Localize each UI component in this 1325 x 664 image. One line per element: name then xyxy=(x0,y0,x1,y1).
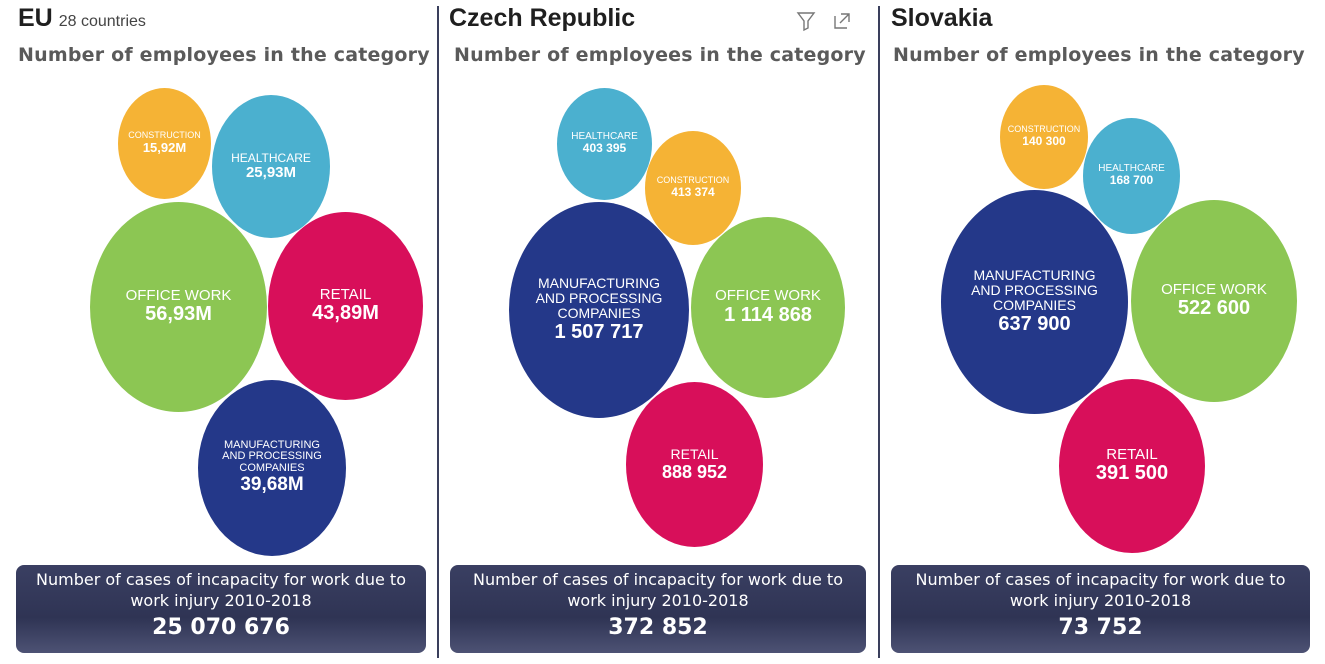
bubble-value: 1 507 717 xyxy=(554,320,644,343)
bubble-office-work[interactable]: OFFICE WORK 1 114 868 xyxy=(691,217,845,398)
panel-subtitle: Number of employees in the category xyxy=(893,44,1305,66)
bubble-label: CONSTRUCTION xyxy=(656,175,730,186)
injury-cases-label: Number of cases of incapacity for work d… xyxy=(473,570,843,610)
panel-toolbar xyxy=(795,10,853,32)
bubble-construction[interactable]: CONSTRUCTION 413 374 xyxy=(645,131,741,245)
bubble-value: 403 395 xyxy=(582,141,627,156)
bubble-manufacturing[interactable]: MANUFACTURING AND PROCESSING COMPANIES 3… xyxy=(198,380,346,556)
bubble-retail[interactable]: RETAIL 391 500 xyxy=(1059,379,1205,553)
injury-cases-summary: Number of cases of incapacity for work d… xyxy=(450,565,866,653)
panel-slovakia: Slovakia Number of employees in the cate… xyxy=(881,0,1325,664)
bubble-healthcare[interactable]: HEALTHCARE 168 700 xyxy=(1083,118,1180,234)
panel-divider xyxy=(437,6,439,658)
panel-czech-republic: Czech Republic Number of employees in th… xyxy=(440,0,876,664)
panel-subtitle: Number of employees in the category xyxy=(454,44,866,66)
bubble-value: 25,93M xyxy=(245,164,297,182)
bubble-office-work[interactable]: OFFICE WORK 56,93M xyxy=(90,202,267,412)
bubble-value: 391 500 xyxy=(1095,462,1169,485)
injury-cases-summary: Number of cases of incapacity for work d… xyxy=(891,565,1310,653)
bubble-value: 15,92M xyxy=(142,139,187,155)
filter-icon[interactable] xyxy=(795,10,817,32)
injury-cases-label: Number of cases of incapacity for work d… xyxy=(915,570,1286,610)
bubble-label: OFFICE WORK xyxy=(715,287,821,305)
bubble-label: RETAIL xyxy=(670,445,719,462)
bubble-label: RETAIL xyxy=(319,285,372,303)
bubble-retail[interactable]: RETAIL 888 952 xyxy=(626,382,763,547)
panel-title: EU 28 countries xyxy=(18,4,146,32)
panel-subtitle: Number of employees in the category xyxy=(18,44,430,66)
bubble-value: 43,89M xyxy=(312,302,379,325)
bubble-value: 140 300 xyxy=(1022,133,1066,148)
bubble-label: HEALTHCARE xyxy=(571,130,638,142)
bubble-construction[interactable]: CONSTRUCTION 15,92M xyxy=(118,88,211,199)
injury-cases-label: Number of cases of incapacity for work d… xyxy=(36,570,406,610)
injury-cases-value: 372 852 xyxy=(608,615,708,640)
bubble-value: 168 700 xyxy=(1109,173,1154,188)
bubble-value: 39,68M xyxy=(240,474,304,496)
bubble-office-work[interactable]: OFFICE WORK 522 600 xyxy=(1131,200,1297,402)
bubble-value: 1 114 868 xyxy=(724,303,812,326)
panel-title: Slovakia xyxy=(891,4,993,32)
bubble-construction[interactable]: CONSTRUCTION 140 300 xyxy=(1000,85,1088,189)
bubble-value: 888 952 xyxy=(661,461,728,482)
bubble-label: RETAIL xyxy=(1106,445,1158,463)
bubble-label: MANUFACTURING AND PROCESSING COMPANIES xyxy=(535,275,663,321)
bubble-manufacturing[interactable]: MANUFACTURING AND PROCESSING COMPANIES 6… xyxy=(941,190,1128,414)
bubble-label: CONSTRUCTION xyxy=(128,130,201,141)
bubble-label: MANUFACTURING AND PROCESSING COMPANIES xyxy=(222,438,322,474)
panel-divider xyxy=(878,6,880,658)
panel-title-sub: 28 countries xyxy=(58,13,146,30)
bubble-retail[interactable]: RETAIL 43,89M xyxy=(268,212,423,400)
bubble-value: 56,93M xyxy=(145,303,212,326)
bubble-label: HEALTHCARE xyxy=(1098,162,1165,174)
bubble-label: OFFICE WORK xyxy=(125,286,232,304)
injury-cases-value: 25 070 676 xyxy=(152,615,290,640)
bubble-healthcare[interactable]: HEALTHCARE 403 395 xyxy=(557,88,652,200)
bubble-healthcare[interactable]: HEALTHCARE 25,93M xyxy=(212,95,330,238)
bubble-value: 637 900 xyxy=(998,312,1071,335)
bubble-label: OFFICE WORK xyxy=(1161,280,1267,298)
bubble-label: CONSTRUCTION xyxy=(1007,124,1081,135)
injury-cases-summary: Number of cases of incapacity for work d… xyxy=(16,565,426,653)
bubble-value: 413 374 xyxy=(671,184,715,199)
expand-icon[interactable] xyxy=(831,10,853,32)
bubble-value: 522 600 xyxy=(1177,297,1251,320)
panel-title: Czech Republic xyxy=(449,4,636,32)
panel-eu: EU 28 countries Number of employees in th… xyxy=(0,0,436,664)
bubble-label: HEALTHCARE xyxy=(231,150,311,165)
injury-cases-value: 73 752 xyxy=(1058,615,1143,640)
bubble-manufacturing[interactable]: MANUFACTURING AND PROCESSING COMPANIES 1… xyxy=(509,202,689,418)
bubble-label: MANUFACTURING AND PROCESSING COMPANIES xyxy=(971,267,1098,313)
